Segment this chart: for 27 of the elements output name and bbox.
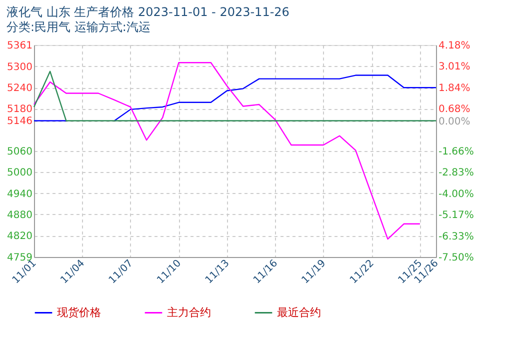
- legend-label: 现货价格: [57, 306, 101, 319]
- y2-tick-label: 1.84%: [438, 82, 470, 94]
- y-tick-label: 4820: [7, 231, 32, 242]
- y-tick-label: 5240: [7, 83, 32, 94]
- legend-label: 最近合约: [277, 306, 321, 319]
- y2-tick-label: 4.18%: [438, 40, 470, 52]
- y2-tick-label: -1.66%: [438, 146, 474, 158]
- y-tick-label: 5361: [7, 40, 32, 52]
- y2-tick-label: 0.00%: [438, 116, 470, 128]
- chart-title: 液化气 山东 生产者价格 2023-11-01 - 2023-11-26: [6, 5, 290, 19]
- y2-tick-label: -4.00%: [438, 188, 474, 200]
- legend-label: 主力合约: [167, 306, 211, 319]
- y-tick-label: 4940: [7, 188, 32, 200]
- y2-tick-label: -2.83%: [438, 168, 474, 179]
- y-tick-label: 5300: [7, 62, 32, 73]
- y2-tick-label: 0.68%: [438, 104, 470, 116]
- y2-tick-label: 3.01%: [438, 62, 470, 73]
- y-tick-label: 4880: [7, 210, 32, 221]
- y-tick-label: 5180: [7, 104, 32, 116]
- y-tick-label: 5146: [7, 116, 32, 128]
- line-series: [33, 62, 421, 240]
- y-tick-label: 5000: [7, 168, 32, 179]
- y2-tick-label: -5.17%: [438, 210, 474, 222]
- y2-tick-label: -7.50%: [438, 252, 474, 264]
- y-tick-label: 5060: [7, 146, 32, 158]
- y2-tick-label: -6.33%: [438, 231, 474, 242]
- chart-subtitle: 分类:民用气 运输方式:汽运: [6, 20, 150, 34]
